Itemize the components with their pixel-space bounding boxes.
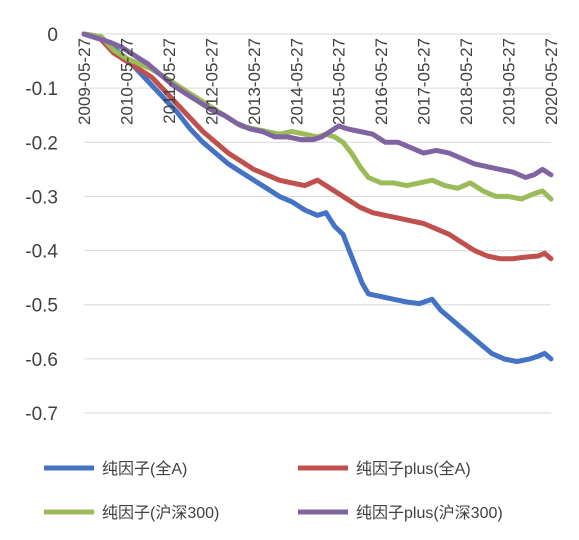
x-tick-label: 2020-05-27 xyxy=(542,38,561,125)
x-tick-label: 2010-05-27 xyxy=(117,38,136,125)
legend: 纯因子(全A) 纯因子plus(全A) 纯因子(沪深300) 纯因子plus(沪深30… xyxy=(44,460,503,522)
x-axis-ticks: 2009-05-27 2010-05-27 2011-05-27 2012-05-27… xyxy=(75,38,561,125)
x-tick-label: 2013-05-27 xyxy=(245,38,264,125)
y-tick-label: -0.5 xyxy=(25,296,58,317)
x-tick-label: 2017-05-27 xyxy=(415,38,434,125)
legend-item: 纯因子(全A) xyxy=(44,460,187,478)
x-tick-label: 2012-05-27 xyxy=(202,38,221,125)
y-tick-label: -0.3 xyxy=(25,187,58,208)
x-tick-label: 2009-05-27 xyxy=(75,38,94,125)
series-line-3 xyxy=(81,31,554,202)
x-tick-label: 2019-05-27 xyxy=(500,38,519,125)
legend-item: 纯因子plus(全A) xyxy=(298,460,471,478)
legend-label: 纯因子(全A) xyxy=(102,460,187,478)
x-tick-label: 2015-05-27 xyxy=(330,38,349,125)
series-lines xyxy=(81,31,554,365)
y-tick-label: -0.2 xyxy=(25,133,58,154)
x-tick-label: 2014-05-27 xyxy=(287,38,306,125)
y-axis-ticks: 0 -0.1 -0.2 -0.3 -0.4 -0.5 -0.6 -0.7 xyxy=(25,25,58,425)
legend-label: 纯因子plus(全A) xyxy=(356,460,471,478)
legend-label: 纯因子plus(沪深300) xyxy=(356,504,503,522)
x-tick-label: 2011-05-27 xyxy=(160,38,179,124)
series-line-4 xyxy=(81,31,554,180)
legend-label: 纯因子(沪深300) xyxy=(102,504,219,522)
x-tick-label: 2018-05-27 xyxy=(457,38,476,125)
series-line-1 xyxy=(81,31,554,365)
legend-item: 纯因子(沪深300) xyxy=(44,504,219,522)
legend-item: 纯因子plus(沪深300) xyxy=(298,504,503,522)
series-line-2 xyxy=(81,31,554,262)
y-tick-label: -0.7 xyxy=(25,404,58,425)
y-tick-label: 0 xyxy=(47,25,58,46)
y-tick-label: -0.1 xyxy=(25,79,58,100)
y-tick-label: -0.4 xyxy=(25,242,58,263)
y-tick-label: -0.6 xyxy=(25,350,58,371)
x-tick-label: 2016-05-27 xyxy=(372,38,391,125)
